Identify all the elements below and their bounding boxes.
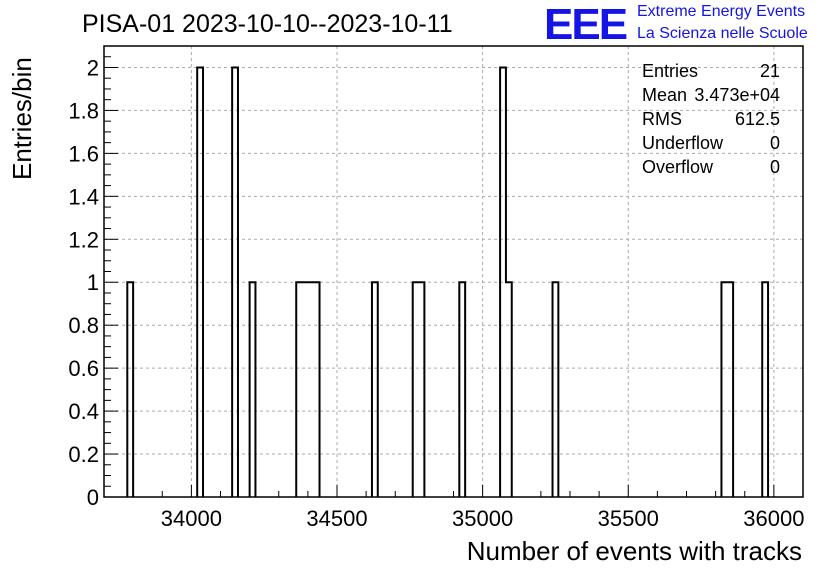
y-tick-label: 1.2 <box>68 227 99 252</box>
stats-overflow-value: 0 <box>769 157 780 177</box>
y-tick-label: 1.8 <box>68 98 99 123</box>
y-tick-label: 0 <box>87 485 99 510</box>
y-tick-label: 0.8 <box>68 313 99 338</box>
stats-entries-row: Entries 21 <box>642 59 780 83</box>
x-tick-label: 36000 <box>743 506 804 531</box>
stats-underflow-row: Underflow 0 <box>642 131 780 155</box>
stats-mean-row: Mean 3.473e+04 <box>642 83 780 107</box>
y-tick-label: 0.2 <box>68 442 99 467</box>
y-tick-label: 0.4 <box>68 399 99 424</box>
y-tick-label: 1.6 <box>68 141 99 166</box>
stats-entries-label: Entries <box>642 61 699 81</box>
x-axis-label: Number of events with tracks <box>466 536 802 566</box>
logo-subtitle-line2: La Scienza nelle Scuole <box>637 25 808 42</box>
x-tick-label: 35500 <box>598 506 659 531</box>
stats-rms-row: RMS 612.5 <box>642 107 780 131</box>
logo-subtitle-line1: Extreme Energy Events <box>637 3 806 20</box>
x-tick-label: 34000 <box>161 506 222 531</box>
x-tick-label: 35000 <box>452 506 513 531</box>
stats-rms-value: 612.5 <box>734 109 780 129</box>
y-tick-label: 1.4 <box>68 184 99 209</box>
eee-logo: EEE <box>544 0 628 49</box>
y-tick-label: 0.6 <box>68 356 99 381</box>
grid-lines <box>104 46 803 497</box>
y-axis-label: Entries/bin <box>7 57 37 180</box>
histogram-bin <box>308 282 314 497</box>
stats-underflow-value: 0 <box>769 133 780 153</box>
stats-overflow-label: Overflow <box>642 157 714 177</box>
stats-underflow-label: Underflow <box>642 133 724 153</box>
y-axis-ticks: 0 0.2 0.4 0.6 0.8 1 1.2 1.4 1.6 1.8 2 <box>68 45 118 510</box>
x-tick-label: 34500 <box>306 506 367 531</box>
stats-rms-label: RMS <box>642 109 682 129</box>
histogram-bin <box>302 282 308 497</box>
y-tick-label: 2 <box>87 55 99 80</box>
stats-mean-label: Mean <box>642 85 688 105</box>
y-tick-label: 1 <box>87 270 99 295</box>
chart-title: PISA-01 2023-10-10--2023-10-11 <box>82 10 453 38</box>
stats-mean-value: 3.473e+04 <box>694 85 780 105</box>
histogram-outline <box>126 66 770 497</box>
stats-box: Entries 21 Mean 3.473e+04 RMS 612.5 Unde… <box>642 59 780 179</box>
x-axis-ticks: 34000 34500 35000 35500 36000 <box>103 485 804 531</box>
stats-overflow-row: Overflow 0 <box>642 155 780 179</box>
stats-entries-value: 21 <box>759 61 780 81</box>
